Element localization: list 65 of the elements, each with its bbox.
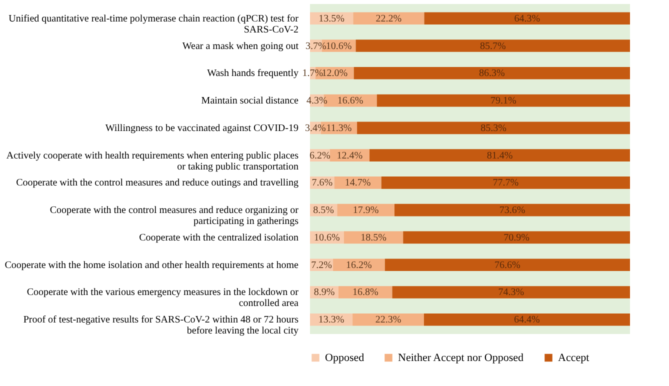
data-label: 85.7% bbox=[480, 40, 506, 52]
data-label: 6.2% bbox=[310, 150, 330, 162]
y-tick-label: Proof of test-negative results for SARS-CoV-2 within 48 or 72 hours before leaving the local city bbox=[23, 314, 299, 337]
data-label: 16.8% bbox=[352, 287, 378, 298]
data-label: 8.9% bbox=[314, 287, 335, 298]
bar bbox=[353, 12, 424, 25]
bar bbox=[357, 122, 630, 134]
legend-label: Accept bbox=[558, 352, 590, 364]
data-label: 86.3% bbox=[479, 68, 505, 80]
data-label: 10.6% bbox=[326, 40, 352, 52]
data-label: 4.3% bbox=[306, 96, 328, 107]
data-label: 12.0% bbox=[322, 68, 348, 80]
data-label: 85.3% bbox=[480, 122, 506, 134]
data-label: 16.2% bbox=[346, 260, 372, 271]
legend-label: Neither Accept nor Opposed bbox=[398, 352, 524, 364]
data-label: 17.9% bbox=[352, 205, 379, 216]
y-tick-label: Cooperate with the control measures and reduce outings and travelling bbox=[16, 178, 298, 189]
y-tick-label: Wash hands frequently bbox=[207, 68, 298, 80]
data-label: 12.4% bbox=[336, 150, 363, 162]
data-label: 11.3% bbox=[326, 122, 352, 134]
bar bbox=[424, 313, 630, 326]
y-tick-label: Willingness to be vaccinated against COVID-19 bbox=[105, 122, 298, 134]
data-label: 1.7% bbox=[302, 68, 324, 80]
data-label: 76.6% bbox=[494, 260, 520, 271]
data-label: 13.5% bbox=[318, 13, 345, 24]
y-tick-label: Cooperate with the home isolation and other health requirements at home bbox=[4, 260, 300, 271]
data-label: 79.1% bbox=[490, 96, 516, 107]
data-label: 22.3% bbox=[375, 314, 402, 326]
data-label: 64.3% bbox=[514, 13, 540, 24]
data-label: 73.6% bbox=[499, 205, 526, 216]
y-tick-label: Unified quantitative real-time polymerase chain reaction (qPCR) test for SARS-CoV-2 bbox=[8, 13, 300, 36]
y-tick-label: Cooperate with the various emergency measures in the lockdown or controlled area bbox=[26, 287, 300, 310]
data-label: 3.4% bbox=[305, 122, 326, 134]
data-label: 18.5% bbox=[360, 232, 386, 244]
data-label: 3.7% bbox=[306, 40, 326, 52]
bar bbox=[352, 313, 424, 326]
data-label: 14.7% bbox=[344, 178, 371, 189]
bar bbox=[370, 149, 630, 162]
bar bbox=[394, 204, 630, 216]
data-label: 16.6% bbox=[337, 96, 364, 107]
bar bbox=[403, 231, 630, 244]
data-label: 77.7% bbox=[492, 178, 519, 189]
y-tick-label: Cooperate with the centralized isolation bbox=[139, 232, 298, 244]
data-label: 70.9% bbox=[504, 232, 530, 244]
y-tick-label: Cooperate with the control measures and reduce organizing or participating in gatherings bbox=[50, 205, 300, 228]
bar bbox=[392, 286, 630, 298]
data-label: 8.5% bbox=[313, 205, 334, 216]
bar bbox=[384, 258, 630, 272]
bar bbox=[381, 176, 630, 189]
bar bbox=[354, 66, 630, 80]
y-tick-label: Wear a mask when going out bbox=[182, 40, 299, 52]
data-label: 64.4% bbox=[514, 314, 540, 326]
data-label: 13.3% bbox=[318, 314, 344, 326]
data-label: 7.6% bbox=[312, 178, 333, 189]
y-tick-label: Maintain social distance bbox=[201, 96, 300, 107]
bar bbox=[376, 94, 630, 107]
data-label: 7.2% bbox=[311, 260, 332, 271]
bar bbox=[356, 40, 630, 52]
data-label: 81.4% bbox=[486, 150, 513, 162]
legend-label: Opposed bbox=[325, 352, 365, 364]
y-tick-label: Actively cooperate with health requirements when entering public places or taking public transportation bbox=[6, 150, 299, 172]
bar bbox=[424, 12, 630, 25]
data-label: 74.3% bbox=[498, 287, 524, 298]
data-label: 10.6% bbox=[314, 232, 340, 244]
data-label: 22.2% bbox=[376, 13, 402, 24]
